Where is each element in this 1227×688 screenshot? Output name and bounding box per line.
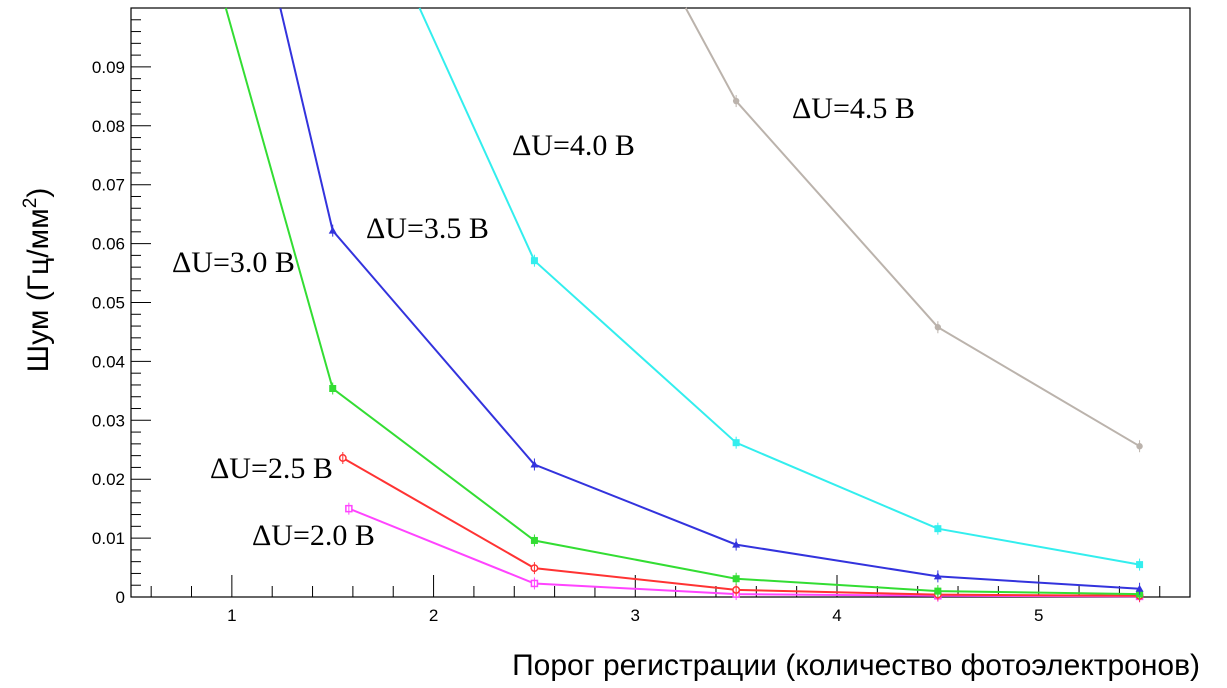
x-tick-label: 1 xyxy=(227,606,236,625)
series-line xyxy=(418,7,1140,566)
series-4 xyxy=(418,7,1144,571)
y-tick-label: 0.03 xyxy=(92,411,125,430)
series-line xyxy=(684,7,1141,448)
series-label: ΔU=2.0 В xyxy=(252,519,375,552)
series-label: ΔU=4.0 В xyxy=(512,129,635,162)
y-axis-title-end: ) xyxy=(22,188,55,198)
series-label: ΔU=3.5 В xyxy=(366,212,489,245)
y-tick-label: 0.04 xyxy=(92,352,125,371)
series-line xyxy=(279,7,1140,590)
y-tick-label: 0.07 xyxy=(92,176,125,195)
axis-tick-labels: 0 0.01 0.02 0.03 0.04 0.05 0.06 0.07 0.08 0.09 1 2 3… xyxy=(92,58,1044,625)
y-axis-title: Шум (Гц/мм2) xyxy=(20,188,55,373)
plot-frame xyxy=(130,7,1191,598)
y-tick-label: 0.06 xyxy=(92,235,125,254)
axis-ticks xyxy=(131,7,1161,598)
x-tick-label: 2 xyxy=(429,606,438,625)
series-5 xyxy=(684,7,1143,453)
series-2 xyxy=(224,7,1144,601)
series-0 xyxy=(345,502,1144,603)
series-labels: ΔU=2.0 В ΔU=2.5 В ΔU=3.0 В ΔU=3.5 В ΔU=4.0 В… xyxy=(172,92,915,552)
x-tick-label: 5 xyxy=(1034,606,1043,625)
y-tick-label: 0.08 xyxy=(92,117,125,136)
plot-area-border xyxy=(130,7,1191,598)
series-label: ΔU=2.5 В xyxy=(210,452,333,485)
series-3 xyxy=(279,7,1144,595)
x-tick-label: 4 xyxy=(832,606,841,625)
series-lines xyxy=(224,7,1144,603)
y-axis-title-base: Шум (Гц/мм xyxy=(22,208,55,372)
x-axis-title: Порог регистрации (количество фотоэлектр… xyxy=(512,649,1200,682)
y-tick-label: 0.02 xyxy=(92,470,125,489)
y-tick-label: 0.09 xyxy=(92,58,125,77)
series-line xyxy=(342,457,1140,597)
x-tick-label: 3 xyxy=(631,606,640,625)
series-label: ΔU=3.0 В xyxy=(172,246,295,279)
series-line xyxy=(224,7,1140,596)
y-axis-title-superscript: 2 xyxy=(20,198,41,209)
series-label: ΔU=4.5 В xyxy=(792,92,915,125)
y-tick-label: 0.01 xyxy=(92,529,125,548)
y-tick-label: 0 xyxy=(116,588,125,607)
series-line xyxy=(348,507,1140,598)
y-tick-label: 0.05 xyxy=(92,294,125,313)
